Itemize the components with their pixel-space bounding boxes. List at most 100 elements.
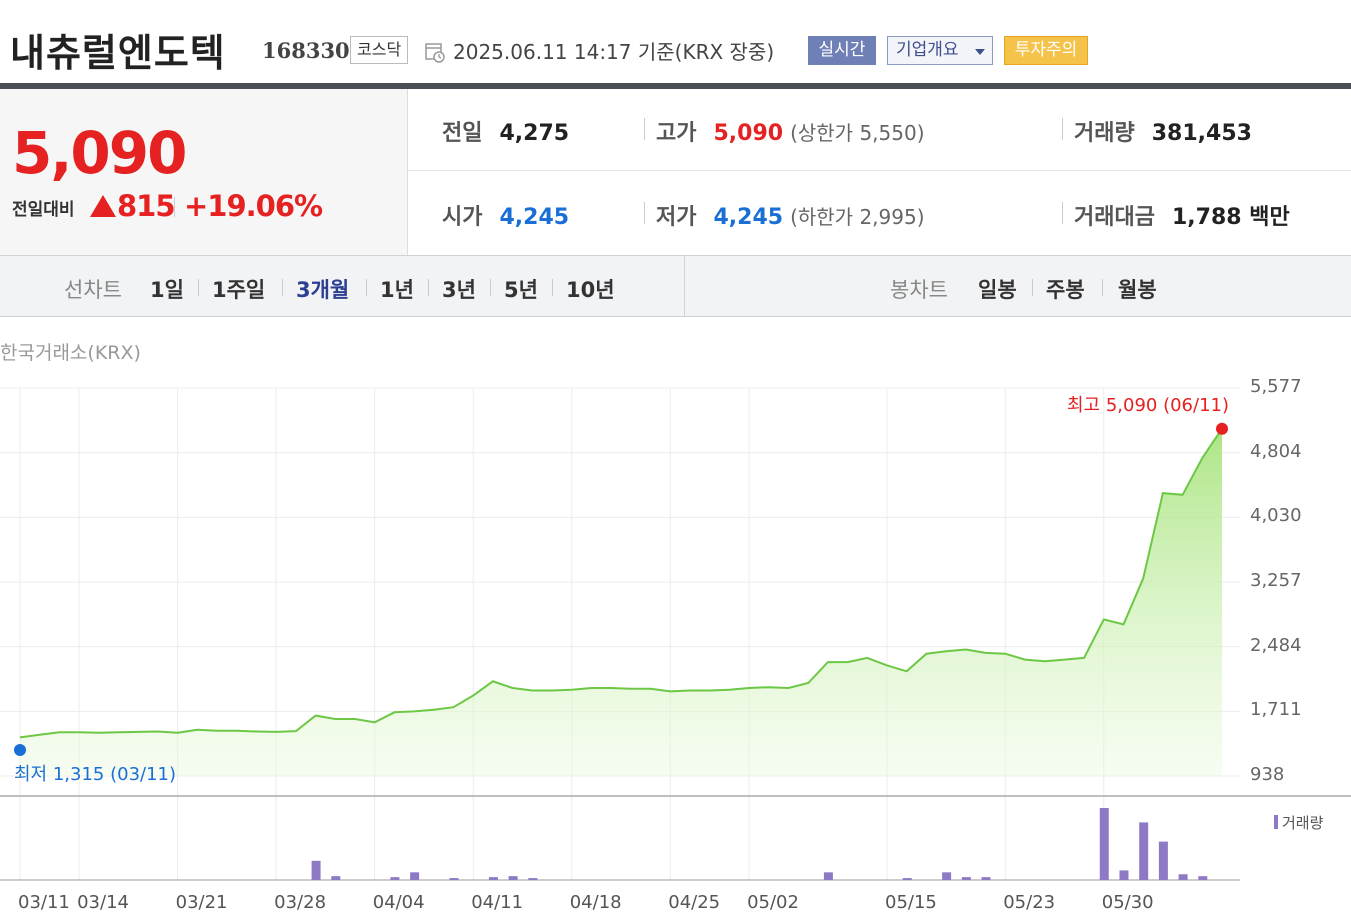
volume-bar bbox=[1099, 808, 1109, 880]
volume-bars bbox=[311, 808, 1208, 880]
y-tick-label: 1,711 bbox=[1250, 699, 1302, 721]
x-tick-label: 04/04 bbox=[372, 892, 425, 913]
volume-bar bbox=[1158, 841, 1168, 880]
company-overview-button[interactable]: 기업개요 bbox=[887, 36, 993, 65]
x-tick-label: 04/18 bbox=[569, 892, 622, 913]
volume-legend: 거래량 bbox=[1274, 812, 1323, 833]
volume-bar bbox=[488, 877, 498, 880]
y-tick-label: 3,257 bbox=[1250, 570, 1302, 591]
x-tick-label: 05/30 bbox=[1101, 892, 1154, 913]
volume-bar bbox=[902, 878, 912, 880]
stat-label: 전일 bbox=[442, 121, 483, 146]
tab-daily[interactable]: 일봉 bbox=[978, 278, 1017, 302]
volume-bar bbox=[331, 876, 341, 880]
stat-open: 시가 4,245 bbox=[442, 199, 569, 231]
tab-3m[interactable]: 3개월 bbox=[296, 278, 350, 302]
price-change: 815 bbox=[117, 189, 176, 223]
divider bbox=[644, 202, 645, 224]
stat-value: 381,453 bbox=[1151, 121, 1252, 146]
chevron-down-icon bbox=[975, 49, 985, 55]
clock-icon bbox=[425, 43, 445, 63]
price-chart bbox=[0, 387, 1351, 881]
volume-bar bbox=[449, 878, 459, 880]
arrow-up-icon bbox=[90, 195, 116, 217]
header-divider bbox=[0, 83, 1351, 89]
price-area bbox=[20, 428, 1222, 776]
stat-label: 시가 bbox=[442, 205, 483, 230]
x-tick-label: 04/25 bbox=[668, 892, 721, 913]
volume-bar bbox=[961, 877, 971, 880]
divider bbox=[490, 279, 491, 296]
volume-bar bbox=[410, 872, 420, 880]
tab-1w[interactable]: 1주일 bbox=[212, 278, 266, 302]
tab-10y[interactable]: 10년 bbox=[566, 278, 615, 302]
investment-caution-badge[interactable]: 투자주의 bbox=[1004, 36, 1088, 65]
volume-bar bbox=[311, 860, 321, 880]
stat-value: 5,090 bbox=[713, 121, 784, 146]
divider bbox=[1102, 279, 1103, 296]
volume-bar bbox=[390, 877, 400, 880]
x-tick-label: 03/28 bbox=[274, 892, 327, 913]
x-tick-label: 05/15 bbox=[885, 892, 937, 913]
stat-note: (하한가 2,995) bbox=[790, 205, 925, 229]
divider bbox=[428, 279, 429, 296]
high-marker bbox=[1216, 422, 1228, 435]
y-tick-label: 2,484 bbox=[1250, 634, 1302, 656]
timestamp: 2025.06.11 14:17 기준(KRX 장중) bbox=[453, 40, 775, 64]
volume-bar bbox=[1119, 870, 1129, 880]
tab-1d[interactable]: 1일 bbox=[150, 278, 184, 302]
low-price-label: 최저 1,315 (03/11) bbox=[14, 764, 177, 785]
candle-chart-label: 봉차트 bbox=[890, 278, 948, 302]
x-tick-label: 05/02 bbox=[747, 892, 799, 913]
volume-bar bbox=[1178, 874, 1188, 880]
divider bbox=[198, 279, 199, 296]
stat-label: 저가 bbox=[656, 205, 697, 230]
divider bbox=[408, 170, 1351, 171]
divider bbox=[1032, 279, 1033, 296]
realtime-button[interactable]: 실시간 bbox=[808, 36, 876, 65]
stat-value: 4,275 bbox=[499, 121, 570, 146]
current-price: 5,090 bbox=[12, 119, 187, 187]
divider bbox=[174, 197, 175, 217]
tab-1y[interactable]: 1년 bbox=[380, 278, 414, 302]
divider bbox=[1062, 202, 1063, 224]
x-tick-label: 03/14 bbox=[77, 892, 129, 913]
market-badge: 코스닥 bbox=[350, 36, 409, 64]
tab-3y[interactable]: 3년 bbox=[442, 278, 476, 302]
stat-label: 거래대금 bbox=[1074, 205, 1155, 230]
x-tick-label: 03/11 bbox=[18, 892, 70, 913]
stat-value: 1,788 백만 bbox=[1171, 205, 1290, 230]
change-label: 전일대비 bbox=[12, 200, 75, 220]
tab-weekly[interactable]: 주봉 bbox=[1046, 278, 1085, 302]
stat-trading-value: 거래대금 1,788 백만 bbox=[1074, 199, 1290, 231]
stat-value: 4,245 bbox=[713, 205, 784, 230]
stat-label: 고가 bbox=[656, 121, 697, 146]
price-line bbox=[19, 428, 1223, 739]
stat-value: 4,245 bbox=[499, 205, 570, 230]
volume-bar bbox=[528, 878, 538, 880]
tab-5y[interactable]: 5년 bbox=[504, 278, 538, 302]
volume-bar bbox=[1198, 876, 1208, 880]
stat-note: (상한가 5,550) bbox=[790, 121, 925, 145]
chart-grid bbox=[0, 387, 1240, 880]
low-marker bbox=[14, 744, 26, 756]
y-tick-label: 938 bbox=[1250, 764, 1285, 785]
price-change-percent: +19.06% bbox=[184, 189, 323, 223]
x-tick-label: 03/21 bbox=[175, 892, 228, 913]
stat-prev-close: 전일 4,275 bbox=[442, 115, 569, 147]
divider bbox=[366, 279, 367, 296]
stat-high: 고가 5,090 (상한가 5,550) bbox=[656, 115, 925, 147]
y-tick-label: 4,804 bbox=[1250, 440, 1302, 462]
volume-bar bbox=[1139, 822, 1149, 880]
tab-monthly[interactable]: 월봉 bbox=[1118, 278, 1157, 302]
volume-bar bbox=[942, 872, 952, 880]
stat-label: 거래량 bbox=[1074, 121, 1135, 146]
divider bbox=[684, 256, 685, 316]
divider bbox=[1062, 118, 1063, 140]
y-tick-label: 4,030 bbox=[1250, 505, 1302, 527]
legend-swatch bbox=[1274, 815, 1278, 829]
stock-header: 내츄럴엔도텍 168330 코스닥 2025.06.11 14:17 기준(KR… bbox=[0, 0, 1351, 84]
high-price-label: 최고 5,090 (06/11) bbox=[1066, 395, 1229, 416]
stat-low: 저가 4,245 (하한가 2,995) bbox=[656, 199, 925, 231]
exchange-label: 한국거래소(KRX) bbox=[0, 342, 141, 364]
